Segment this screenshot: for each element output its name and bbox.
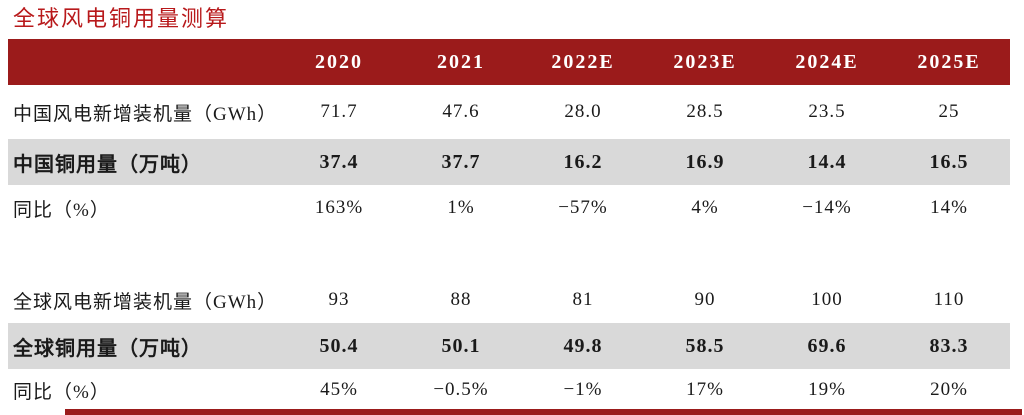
row-label: 同比（%） — [13, 381, 110, 403]
table-row: 同比（%） 163% 1% −57% 4% −14% 14% — [8, 185, 1010, 231]
value-cell: 110 — [933, 289, 965, 310]
value-cell: 81 — [572, 289, 594, 310]
value-cell: 28.0 — [564, 101, 602, 122]
value-cell: 1% — [447, 197, 475, 218]
value-cell — [278, 231, 400, 277]
value-cell: 88 — [450, 289, 472, 310]
value-cell: 49.8 — [563, 334, 603, 357]
table-row: 同比（%） 45% −0.5% −1% 17% 19% 20% — [8, 369, 1010, 411]
value-cell — [400, 231, 522, 277]
value-cell: 47.6 — [442, 101, 480, 122]
value-cell: 58.5 — [685, 334, 725, 357]
value-cell: 14.4 — [807, 150, 847, 173]
value-cell: 28.5 — [686, 101, 724, 122]
table-row: 全球风电新增装机量（GWh） 93 88 81 90 100 110 — [8, 277, 1010, 323]
row-label: 全球风电新增装机量（GWh） — [13, 291, 278, 313]
value-cell: −57% — [558, 197, 608, 218]
value-cell: 16.9 — [685, 150, 725, 173]
value-cell: 25 — [938, 101, 960, 122]
value-cell: 69.6 — [807, 334, 847, 357]
next-table-header-strip — [65, 409, 1022, 415]
page-title: 全球风电铜用量测算 — [13, 6, 230, 31]
row-label: 中国风电新增装机量（GWh） — [13, 103, 278, 125]
row-label — [8, 231, 278, 277]
value-cell — [522, 231, 644, 277]
copper-usage-table: 2020 2021 2022E 2023E 2024E 2025E 中国风电新增装机量（G… — [8, 39, 1010, 411]
table-row: 全球铜用量（万吨） 50.4 50.1 49.8 58.5 69.6 83.3 — [8, 323, 1010, 369]
value-cell — [766, 231, 888, 277]
row-label: 同比（%） — [13, 199, 110, 221]
table-body: 中国风电新增装机量（GWh） 71.7 47.6 28.0 28.5 23.5 25 中国铜用… — [8, 85, 1010, 411]
column-header: 2020 — [315, 50, 363, 73]
column-header: 2021 — [437, 50, 485, 73]
column-header: 2023E — [673, 50, 737, 73]
value-cell: 163% — [314, 197, 364, 218]
value-cell: 19% — [808, 379, 846, 400]
value-cell: −14% — [802, 197, 852, 218]
table-header-row: 2020 2021 2022E 2023E 2024E 2025E — [8, 39, 1010, 85]
column-header: 2022E — [551, 50, 615, 73]
value-cell: 50.4 — [319, 334, 359, 357]
value-cell: 37.4 — [319, 150, 359, 173]
value-cell: 17% — [686, 379, 724, 400]
value-cell: 14% — [930, 197, 968, 218]
value-cell: 23.5 — [808, 101, 846, 122]
value-cell: 90 — [694, 289, 716, 310]
value-cell: 16.5 — [929, 150, 969, 173]
value-cell: 20% — [930, 379, 968, 400]
value-cell: 71.7 — [320, 101, 358, 122]
table-row: 中国铜用量（万吨） 37.4 37.7 16.2 16.9 14.4 16.5 — [8, 139, 1010, 185]
value-cell: 45% — [320, 379, 358, 400]
header-corner-cell — [8, 39, 278, 85]
value-cell — [644, 231, 766, 277]
value-cell: 50.1 — [441, 334, 481, 357]
spacer-row — [8, 231, 1010, 277]
value-cell — [888, 231, 1010, 277]
value-cell: 37.7 — [441, 150, 481, 173]
value-cell: −1% — [563, 379, 603, 400]
value-cell: 93 — [328, 289, 350, 310]
value-cell: 100 — [811, 289, 843, 310]
value-cell: 16.2 — [563, 150, 603, 173]
value-cell: 83.3 — [929, 334, 969, 357]
value-cell: −0.5% — [433, 379, 489, 400]
column-header: 2024E — [795, 50, 859, 73]
column-header: 2025E — [917, 50, 981, 73]
table-row: 中国风电新增装机量（GWh） 71.7 47.6 28.0 28.5 23.5 25 — [8, 85, 1010, 139]
row-label: 中国铜用量（万吨） — [13, 153, 202, 176]
value-cell: 4% — [691, 197, 719, 218]
row-label: 全球铜用量（万吨） — [13, 337, 202, 360]
